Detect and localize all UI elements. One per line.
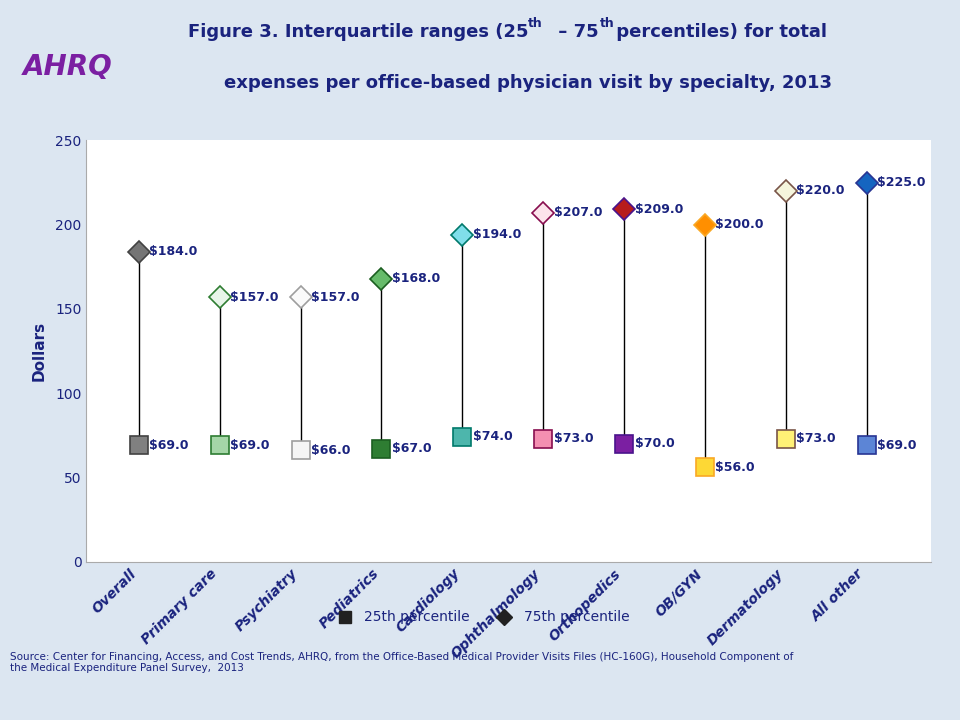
Text: $73.0: $73.0 [796,432,836,445]
Text: $70.0: $70.0 [635,437,674,450]
Text: $207.0: $207.0 [554,207,602,220]
Text: $157.0: $157.0 [230,291,278,304]
Text: th: th [600,17,614,30]
Text: $69.0: $69.0 [877,439,917,452]
Y-axis label: Dollars: Dollars [32,321,47,381]
Text: $225.0: $225.0 [877,176,925,189]
Text: $56.0: $56.0 [715,461,755,474]
Text: th: th [528,17,542,30]
Text: Figure 3. Interquartile ranges (25: Figure 3. Interquartile ranges (25 [187,23,528,41]
Text: $66.0: $66.0 [311,444,350,457]
Text: $220.0: $220.0 [796,184,845,197]
Text: – 75: – 75 [552,23,599,41]
Text: $168.0: $168.0 [392,272,441,285]
Text: Source: Center for Financing, Access, and Cost Trends, AHRQ, from the Office-Bas: Source: Center for Financing, Access, an… [10,652,793,673]
Text: AHRQ: AHRQ [22,53,112,81]
Text: $209.0: $209.0 [635,203,683,216]
Legend: 25th percentile, 75th percentile: 25th percentile, 75th percentile [325,605,635,630]
Text: expenses per office-based physician visit by specialty, 2013: expenses per office-based physician visi… [224,74,832,92]
Text: $74.0: $74.0 [473,431,513,444]
Text: $73.0: $73.0 [554,432,593,445]
Text: $194.0: $194.0 [473,228,521,241]
Text: $67.0: $67.0 [392,442,432,455]
Text: $184.0: $184.0 [150,245,198,258]
Text: $69.0: $69.0 [230,439,270,452]
Text: $69.0: $69.0 [150,439,189,452]
Text: percentiles) for total: percentiles) for total [610,23,827,41]
Text: $200.0: $200.0 [715,218,764,231]
Text: $157.0: $157.0 [311,291,360,304]
